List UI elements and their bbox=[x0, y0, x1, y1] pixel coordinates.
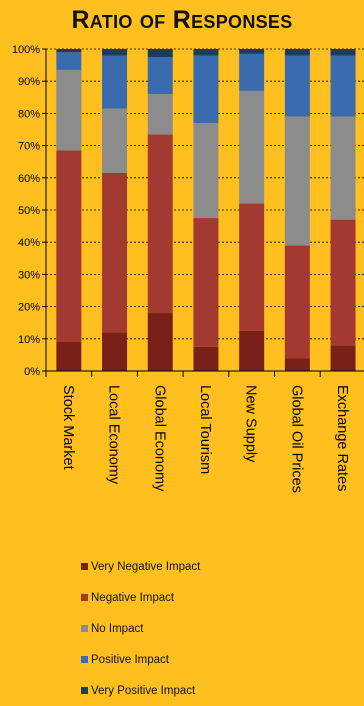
bar-segment bbox=[147, 94, 173, 135]
legend-swatch bbox=[81, 687, 88, 694]
category-label: Global Economy bbox=[151, 385, 167, 492]
bar-segment bbox=[239, 330, 265, 371]
bar-segment bbox=[330, 345, 356, 371]
category-labels: Stock Market Local Economy Global Economy L… bbox=[60, 385, 350, 493]
y-tick-label: 40% bbox=[18, 237, 40, 249]
bar-segment bbox=[147, 57, 173, 95]
bar-segment bbox=[284, 245, 310, 359]
bar-segment bbox=[284, 358, 310, 371]
legend-swatch bbox=[81, 656, 88, 663]
bar-segment bbox=[284, 116, 310, 246]
category-label: Global Oil Prices bbox=[288, 385, 304, 493]
bar-segment bbox=[193, 218, 219, 347]
y-tick-label: 90% bbox=[18, 76, 40, 88]
bar-segment bbox=[193, 346, 219, 371]
bar-segment bbox=[102, 108, 128, 173]
legend-item: Very Positive Impact bbox=[81, 675, 200, 706]
legend-swatch bbox=[81, 594, 88, 601]
bar-segment bbox=[102, 172, 128, 333]
bar-segment bbox=[239, 203, 265, 331]
category-label: New Supply bbox=[243, 385, 259, 463]
bar-segment bbox=[284, 55, 310, 117]
category-label: Local Tourism bbox=[197, 385, 213, 474]
bar-segment bbox=[102, 332, 128, 371]
y-tick-label: 60% bbox=[18, 173, 40, 185]
legend-label: Positive Impact bbox=[91, 653, 169, 666]
category-label: Exchange Rates bbox=[334, 385, 350, 491]
y-tick-label: 20% bbox=[18, 302, 40, 314]
bar-segment bbox=[239, 49, 265, 54]
bar-segment bbox=[330, 49, 356, 56]
y-tick-label: 10% bbox=[18, 334, 40, 346]
bar-segment bbox=[147, 313, 173, 371]
chart-title: Ratio of Responses bbox=[71, 6, 293, 34]
bars bbox=[56, 49, 356, 371]
y-tick-label: 70% bbox=[18, 141, 40, 153]
gridlines bbox=[42, 48, 364, 372]
legend-swatch bbox=[81, 625, 88, 632]
bar-segment bbox=[330, 116, 356, 220]
bar-segment bbox=[56, 69, 82, 151]
bar-stack bbox=[239, 49, 265, 371]
bar-segment bbox=[239, 90, 265, 204]
bar-stack bbox=[193, 49, 219, 371]
bar-stack bbox=[284, 49, 310, 371]
bar-segment bbox=[239, 53, 265, 91]
bar-stack bbox=[102, 49, 128, 371]
y-tick-label: 0% bbox=[24, 366, 40, 378]
axes bbox=[45, 49, 364, 377]
bar-stack bbox=[330, 49, 356, 371]
category-label: Local Economy bbox=[106, 385, 122, 485]
y-tick-label: 50% bbox=[18, 205, 40, 217]
bar-segment bbox=[56, 52, 82, 70]
y-tick-label: 80% bbox=[18, 108, 40, 120]
bar-segment bbox=[330, 219, 356, 346]
bar-segment bbox=[193, 55, 219, 124]
bar-stack bbox=[147, 49, 173, 371]
legend-label: Very Negative Impact bbox=[91, 560, 201, 573]
y-tick-label: 100% bbox=[12, 44, 40, 56]
y-tick-label: 30% bbox=[18, 269, 40, 281]
bar-segment bbox=[284, 49, 310, 56]
legend: Very Negative Impact Negative Impact No Im… bbox=[81, 551, 200, 706]
bar-segment bbox=[102, 55, 128, 109]
legend-swatch bbox=[81, 563, 88, 570]
bar-segment bbox=[147, 49, 173, 58]
bar-segment bbox=[193, 123, 219, 219]
bar-segment bbox=[330, 55, 356, 117]
legend-label: No Impact bbox=[91, 622, 144, 635]
legend-item: Negative Impact bbox=[81, 582, 200, 613]
bar-stack bbox=[56, 49, 82, 371]
bar-segment bbox=[147, 134, 173, 314]
bar-segment bbox=[193, 49, 219, 56]
legend-item: Positive Impact bbox=[81, 644, 200, 675]
legend-label: Negative Impact bbox=[91, 591, 175, 604]
bar-segment bbox=[56, 342, 82, 371]
category-label: Stock Market bbox=[60, 385, 76, 470]
bar-segment bbox=[56, 150, 82, 343]
legend-label: Very Positive Impact bbox=[91, 684, 196, 697]
legend-item: No Impact bbox=[81, 613, 200, 644]
bar-segment bbox=[102, 49, 128, 56]
y-tick-labels: 0% 10% 20% 30% 40% 50% 60% 70% 80% 90% 100% bbox=[12, 44, 40, 378]
legend-item: Very Negative Impact bbox=[81, 551, 200, 582]
bar-segment bbox=[56, 49, 82, 53]
